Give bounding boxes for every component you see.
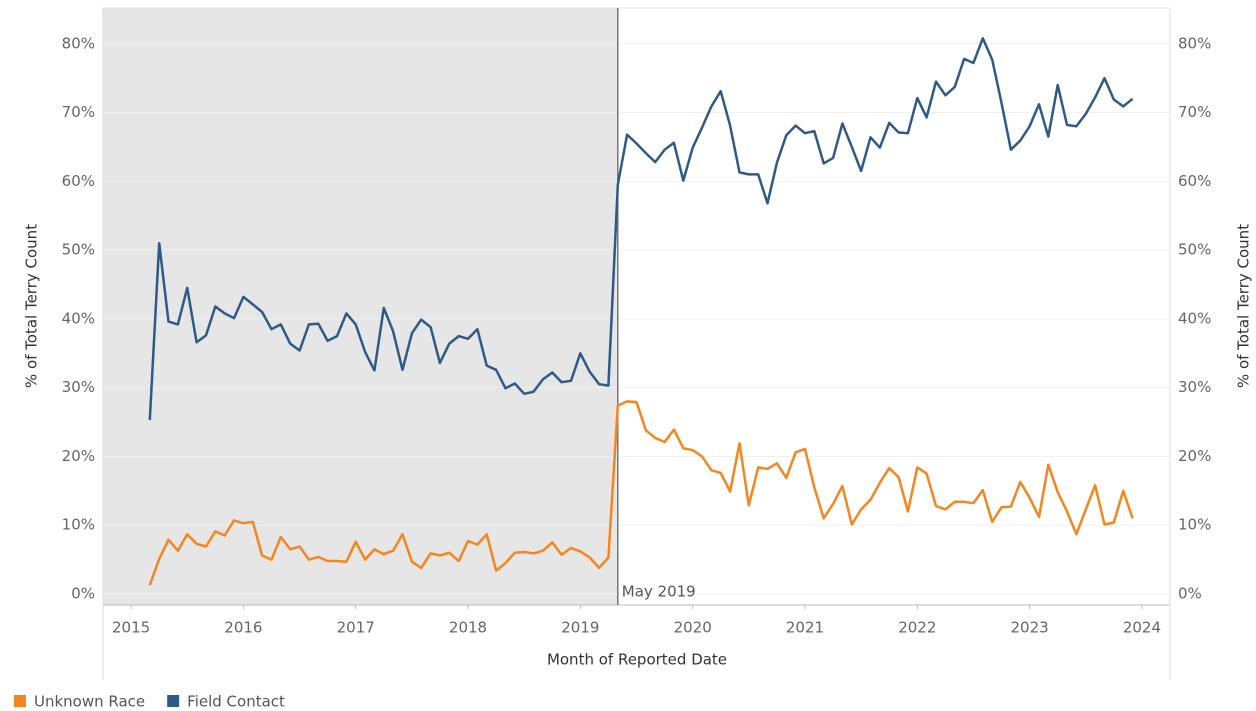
y2-tick-label: 30% [1178, 378, 1211, 396]
x-tick-label: 2016 [224, 619, 262, 637]
y-tick-label: 60% [62, 172, 95, 190]
legend-label: Unknown Race [34, 693, 145, 711]
y2-tick-label: 40% [1178, 309, 1211, 327]
y-tick-label: 70% [62, 103, 95, 121]
y2-tick-label: 10% [1178, 516, 1211, 534]
y-tick-label: 30% [62, 378, 95, 396]
y-tick-label: 0% [71, 584, 95, 602]
shaded-region [103, 8, 618, 605]
legend-swatch [167, 695, 180, 707]
x-tick-label: 2019 [561, 619, 599, 637]
y-tick-label: 20% [62, 447, 95, 465]
x-tick-label: 2015 [112, 619, 150, 637]
x-tick-label: 2024 [1123, 619, 1161, 637]
series-line [148, 400, 1134, 586]
x-tick-label: 2021 [786, 619, 824, 637]
x-tick-label: 2020 [674, 619, 712, 637]
x-tick-label: 2022 [898, 619, 936, 637]
y2-tick-label: 20% [1178, 447, 1211, 465]
y-tick-label: 10% [62, 516, 95, 534]
x-axis-title: Month of Reported Date [547, 651, 727, 669]
reference-label: May 2019 [622, 583, 696, 601]
legend-swatch [14, 695, 26, 707]
x-tick-label: 2018 [449, 619, 487, 637]
legend-label: Field Contact [187, 693, 285, 711]
y-tick-label: 40% [62, 309, 95, 327]
y2-tick-label: 50% [1178, 241, 1211, 259]
y2-axis-title: % of Total Terry Count [1235, 224, 1253, 388]
x-tick-label: 2023 [1011, 619, 1049, 637]
y2-tick-label: 80% [1178, 34, 1211, 52]
y2-tick-label: 0% [1178, 584, 1202, 602]
y-tick-label: 50% [62, 241, 95, 259]
y2-tick-label: 70% [1178, 103, 1211, 121]
series-line [148, 37, 1134, 421]
y-tick-label: 80% [62, 34, 95, 52]
y-axis-title: % of Total Terry Count [23, 224, 41, 388]
y2-tick-label: 60% [1178, 172, 1211, 190]
x-tick-label: 2017 [337, 619, 375, 637]
